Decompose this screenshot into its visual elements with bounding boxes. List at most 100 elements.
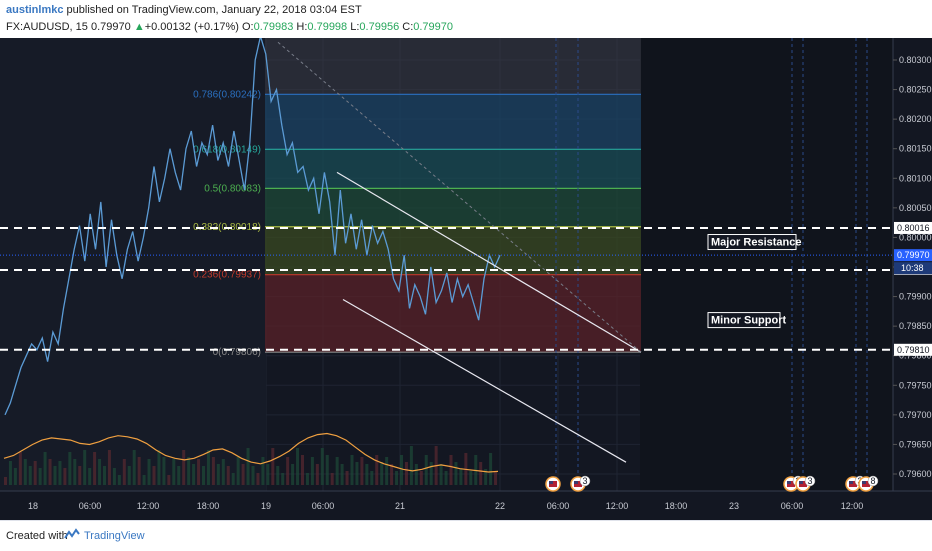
volume-bar	[469, 471, 473, 485]
session-shade	[0, 38, 266, 491]
major-resistance-label-box[interactable]	[707, 234, 797, 251]
price-tag	[894, 343, 932, 356]
volume-bar	[414, 464, 418, 485]
low-value: 0.79956	[359, 21, 400, 33]
tradingview-logo-icon[interactable]	[64, 528, 80, 542]
volume-bar	[162, 457, 166, 485]
last-price-value: 0.79970	[90, 21, 131, 33]
volume-bar	[93, 452, 97, 485]
minor-support-label-box[interactable]	[707, 312, 781, 329]
volume-bar	[28, 466, 32, 485]
volume-bar	[325, 455, 329, 485]
trendline-upper[interactable]	[336, 171, 642, 353]
time-tick-label: 18:00	[197, 501, 220, 511]
volume-bar	[8, 461, 12, 485]
volume-bar	[192, 464, 196, 485]
price-tick-label: 0.79700	[899, 410, 932, 420]
time-tick-label: 12:00	[137, 501, 160, 511]
price-tick-label: 0.80200	[899, 114, 932, 124]
event-count-badge	[579, 475, 591, 487]
volume-bar	[182, 450, 186, 485]
volume-bar	[142, 475, 146, 485]
time-tag	[894, 262, 932, 275]
change-value: +0.00132 (+0.17%)	[144, 21, 239, 33]
tradingview-link[interactable]: TradingView	[84, 530, 145, 542]
time-tick-label: 06:00	[79, 501, 102, 511]
volume-bar	[221, 459, 225, 485]
event-count-badge	[804, 475, 816, 487]
volume-bar	[395, 471, 399, 485]
symbol-label[interactable]: FX:AUDUSD, 15	[6, 21, 88, 33]
volume-bar	[157, 450, 161, 485]
volume-bar	[271, 448, 275, 485]
volume-bar	[241, 464, 245, 485]
close-value: 0.79970	[413, 21, 454, 33]
high-value: 0.79998	[307, 21, 348, 33]
volume-bar	[380, 462, 384, 485]
volume-bar	[231, 473, 235, 485]
last-price-tag	[894, 249, 932, 262]
fib-zone	[265, 94, 641, 150]
volume-bar	[78, 466, 82, 485]
volume-bar	[489, 453, 493, 485]
volume-bar	[494, 471, 498, 485]
volume-bar	[73, 459, 77, 485]
volume-bar	[103, 466, 106, 485]
volume-bar	[88, 468, 92, 485]
price-tick-label: 0.80100	[899, 173, 932, 183]
time-tick-label: 19	[261, 501, 271, 511]
volume-bar	[48, 459, 52, 485]
volume-bar	[479, 462, 483, 485]
event-count-label: 3	[807, 476, 812, 486]
time-tick-label: 06:00	[547, 501, 570, 511]
volume-bar	[429, 462, 433, 485]
volume-bar	[355, 462, 359, 485]
volume-bar	[127, 466, 131, 485]
volume-bar	[335, 457, 339, 485]
volume-bar	[320, 448, 324, 485]
volume-bar	[246, 448, 250, 485]
volume-bar	[147, 459, 151, 485]
time-tick-label: 06:00	[781, 501, 804, 511]
price-line	[4, 38, 501, 416]
flag-canton	[799, 481, 803, 484]
volume-bar	[177, 466, 181, 485]
volume-bar	[409, 446, 413, 485]
volume-bar	[206, 450, 210, 485]
trendline-lower[interactable]	[342, 299, 627, 463]
price-tick-label: 0.79850	[899, 321, 932, 331]
volume-bar	[330, 473, 334, 485]
volume-bar	[117, 475, 121, 485]
author-link[interactable]: austinlmkc	[6, 4, 64, 16]
volume-bar	[226, 466, 230, 485]
volume-bar	[360, 457, 364, 485]
time-tag-label: 10:38	[901, 263, 924, 273]
open-label: O:	[241, 21, 254, 33]
volume-bar	[107, 450, 111, 485]
volume-bar	[454, 462, 458, 485]
chart-area[interactable]: 0.786(0.80242) 0.618(0.80149) 0.5(0.80083)…	[0, 38, 932, 520]
time-tick-label: 12:00	[606, 501, 629, 511]
time-tick-label: 18	[28, 501, 38, 511]
fib-zone-top	[265, 38, 641, 95]
volume-bar	[13, 468, 17, 485]
price-tick-label: 0.79650	[899, 439, 932, 449]
volume-bar	[236, 457, 240, 485]
price-tick-label: 0.79600	[899, 469, 932, 479]
volume-bar	[385, 457, 389, 485]
volume-bar	[38, 468, 42, 485]
volume-bar	[281, 473, 285, 485]
volume-bar	[424, 455, 428, 485]
price-tick-label: 0.79900	[899, 292, 932, 302]
volume-bar	[122, 459, 126, 485]
volume-bar	[291, 464, 295, 485]
volume-bar	[261, 457, 265, 485]
volume-bar	[98, 459, 102, 485]
price-chart[interactable]: 0.786(0.80242) 0.618(0.80149) 0.5(0.80083)…	[0, 38, 932, 520]
volume-bar	[132, 450, 136, 485]
symbol-info: FX:AUDUSD, 15 0.79970 ▲+0.00132 (+0.17%)…	[6, 21, 453, 33]
volume-bar	[459, 469, 463, 485]
volume-bar	[345, 471, 349, 485]
price-tick-label: 0.80050	[899, 203, 932, 213]
fib-level-label: 0(0.79806)	[213, 347, 261, 358]
